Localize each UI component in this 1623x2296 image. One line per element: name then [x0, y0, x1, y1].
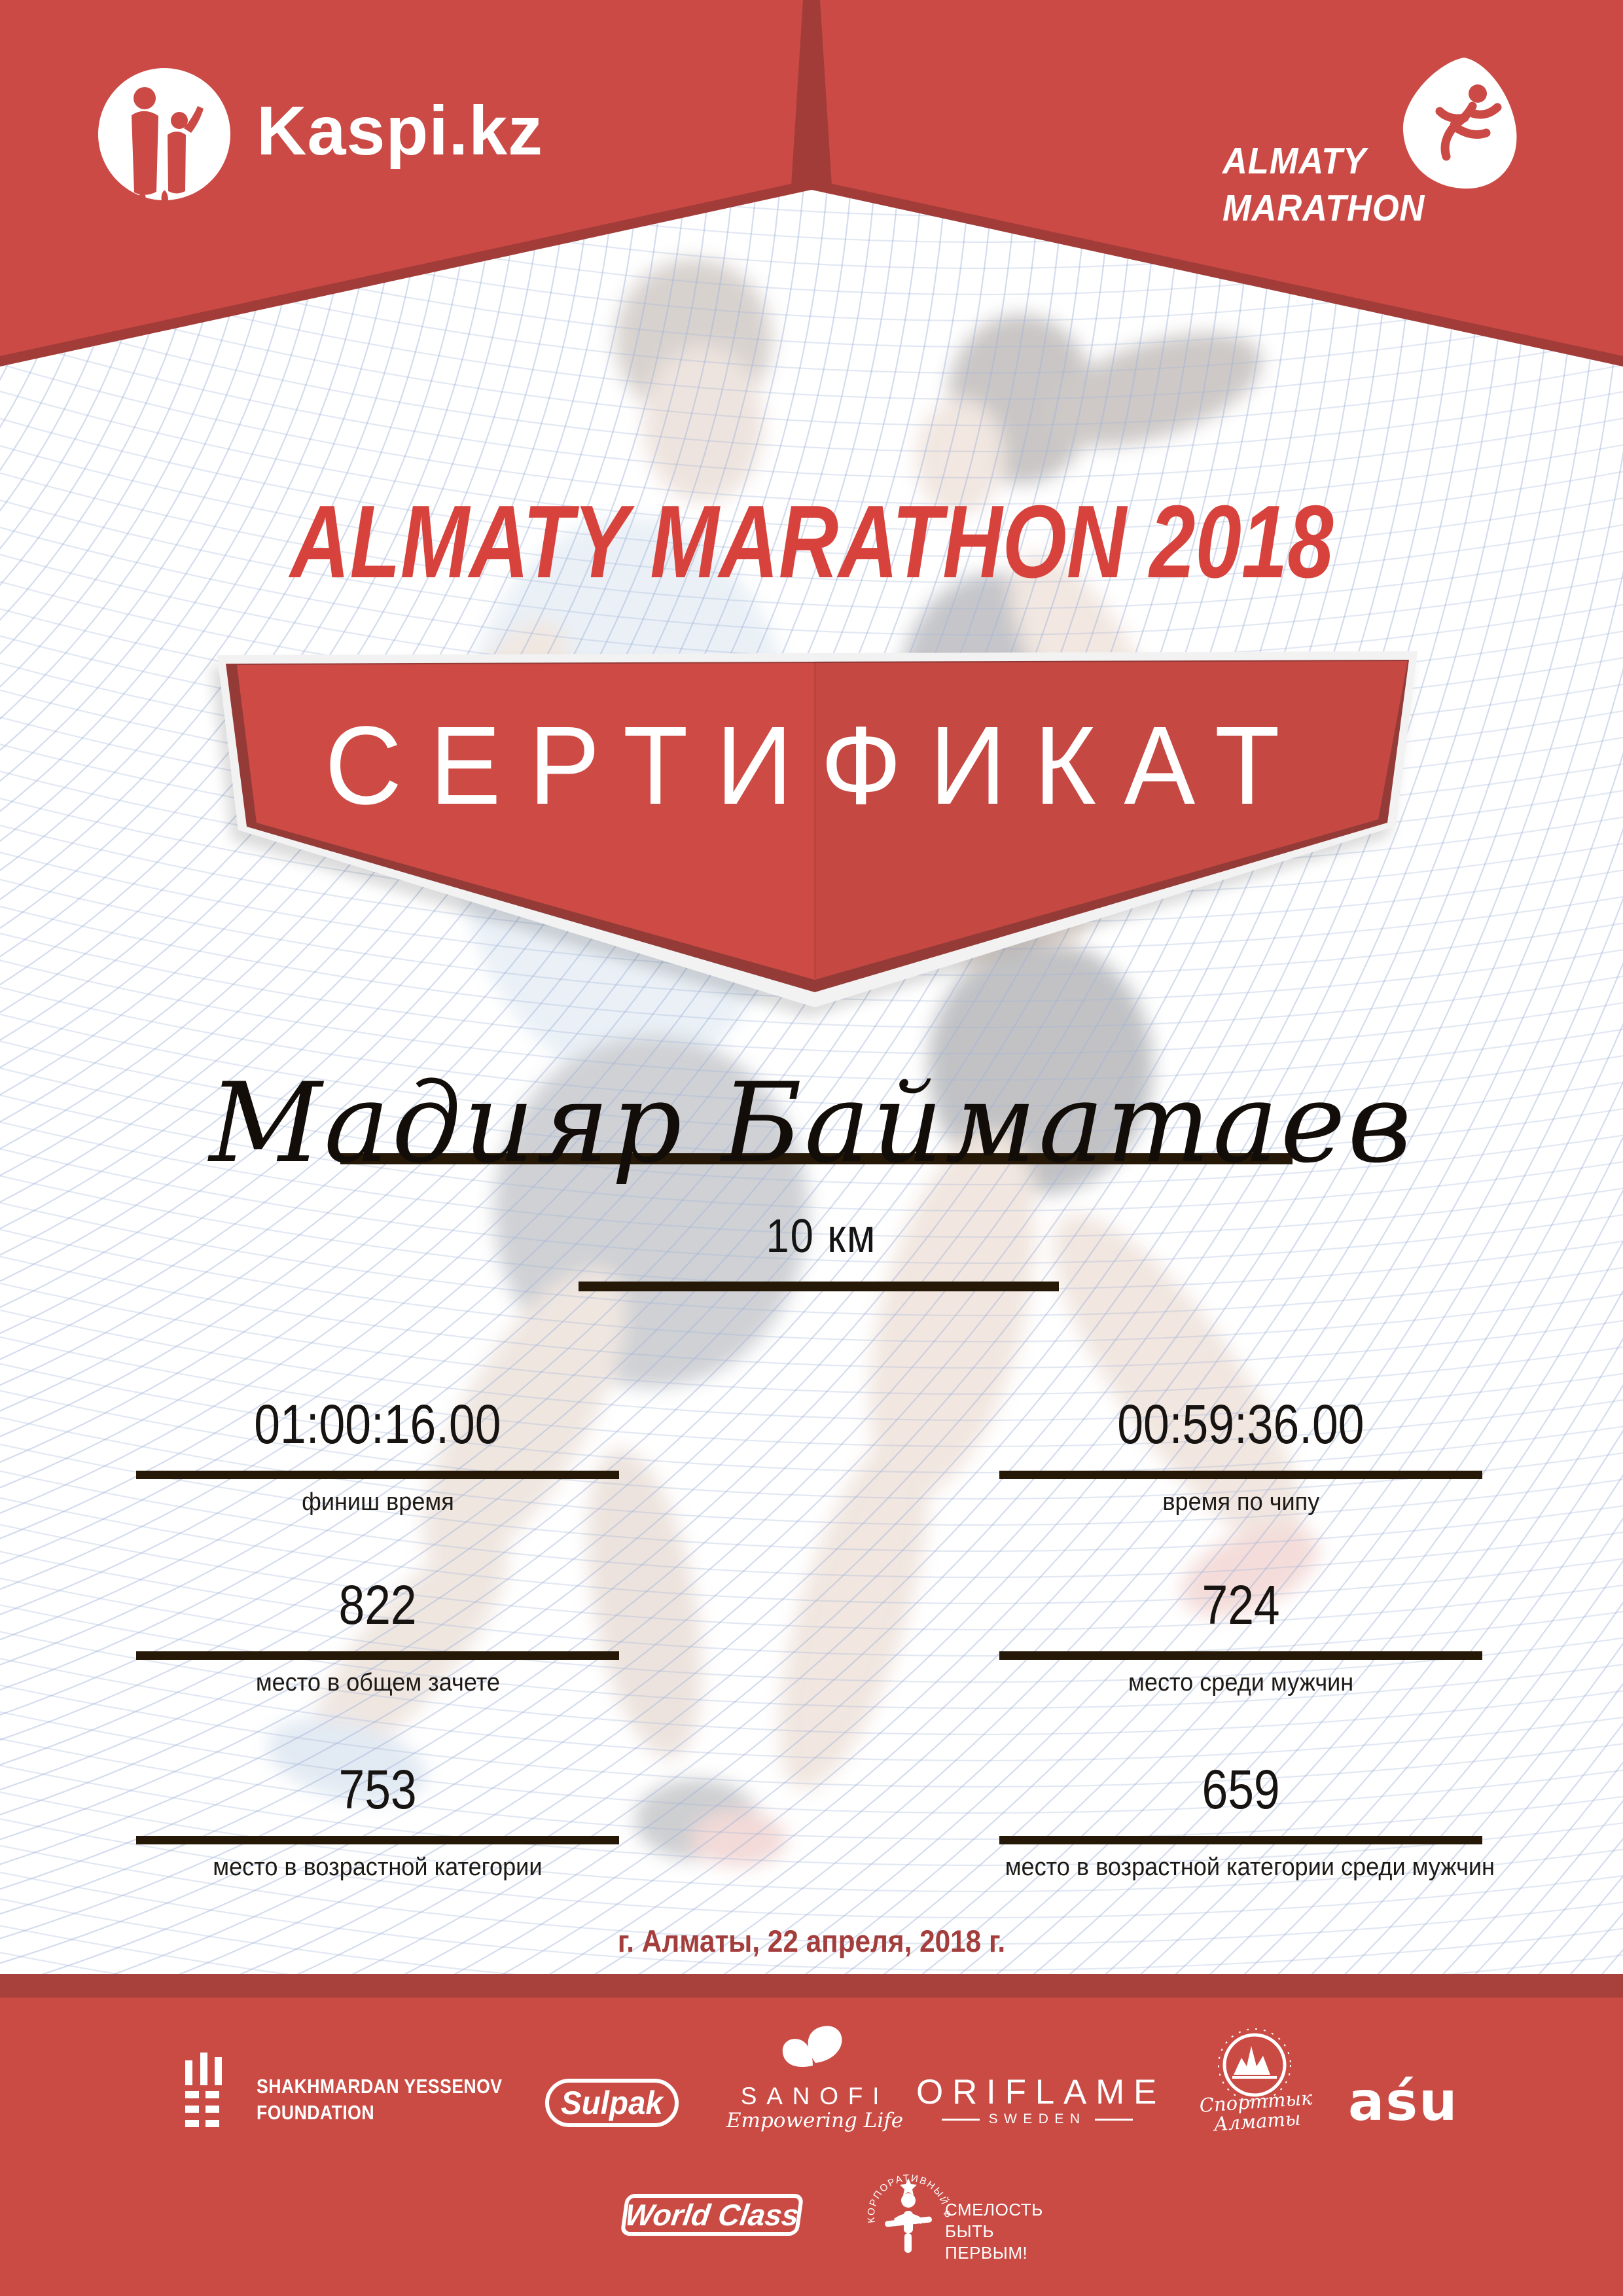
event-title: ALMATY MARATHON 2018	[289, 484, 1334, 600]
footer-logo-shapes: КОРПОРАТИВНЫЙ ФОНД	[0, 1998, 1291, 2253]
almaty-marathon-logo-line1: ALMATY	[1222, 140, 1367, 182]
runner-badge-icon	[1402, 58, 1517, 189]
stat-value: 753	[338, 1759, 417, 1820]
stat-value: 822	[338, 1574, 417, 1636]
stat-label: место в возрастной категории среди мужчи…	[1005, 1854, 1495, 1881]
stat-men-place: 724 место среди мужчин	[992, 1573, 1489, 1697]
stat-underline	[999, 1651, 1482, 1660]
stat-finish-time: 01:00:16.00 финиш время	[129, 1393, 626, 1516]
sponsor-world-class: World Class	[620, 2194, 804, 2236]
stat-age-men-place: 659 место в возрастной категории среди м…	[992, 1758, 1495, 1882]
stat-label: место в возрастной категории	[213, 1854, 543, 1881]
stat-label: время по чипу	[1162, 1488, 1319, 1516]
sponsor-oriflame: ORIFLAME	[916, 2073, 1166, 2111]
certificate-ribbon	[217, 651, 1418, 1007]
footer-accent-band	[0, 1974, 1623, 1998]
stat-value: 00:59:36.00	[1117, 1393, 1364, 1455]
certificate-heading: СЕРТИФИКАТ	[325, 704, 1308, 828]
kaspi-logo-text: Kaspi.kz	[257, 92, 544, 170]
sponsor-asu: aśu	[1348, 2071, 1459, 2133]
sponsor-fond-motto: СМЕЛОСТЬ БЫТЬ ПЕРВЫМ!	[945, 2200, 1043, 2263]
stat-age-place: 753 место в возрастной категории	[129, 1758, 626, 1882]
stat-underline	[136, 1836, 619, 1844]
participant-name: Мадияр Байматаев	[209, 1059, 1414, 1187]
stat-underline	[999, 1471, 1482, 1479]
sponsor-sanofi: SANOFI	[740, 2083, 889, 2109]
stat-label: финиш время	[301, 1488, 454, 1516]
distance-value: 10 км	[766, 1210, 877, 1263]
stat-underline	[999, 1836, 1482, 1844]
sponsor-sanofi-tagline: Empowering Life	[726, 2109, 904, 2132]
name-underline	[340, 1153, 1293, 1164]
kaspi-family-icon	[98, 68, 230, 203]
almaty-marathon-logo-line2: MARATHON	[1222, 187, 1425, 229]
sponsor-sulpak: Sulpak	[545, 2079, 679, 2127]
sanofi-bird-icon	[782, 2026, 842, 2067]
date-line: г. Алматы, 22 апреля, 2018 г.	[617, 1924, 1006, 1958]
stat-value: 724	[1202, 1574, 1280, 1636]
stat-label: место среди мужчин	[1128, 1669, 1354, 1696]
stat-overall-place: 822 место в общем зачете	[129, 1573, 626, 1697]
dash-left	[941, 2118, 980, 2121]
sponsor-oriflame-subline: SWEDEN	[916, 2111, 1158, 2127]
stat-value: 01:00:16.00	[254, 1393, 501, 1455]
yessenov-bars-icon	[185, 2053, 222, 2127]
stat-chip-time: 00:59:36.00 время по чипу	[992, 1393, 1489, 1516]
header-banner	[0, 0, 1623, 367]
stat-underline	[136, 1651, 619, 1660]
sponsor-yessenov: SHAKHMARDAN YESSENOV FOUNDATION	[257, 2075, 503, 2124]
stat-underline	[136, 1471, 619, 1479]
almaty-marathon-logo-text: ALMATY MARATHON	[1222, 137, 1442, 232]
stat-label: место в общем зачете	[255, 1669, 500, 1696]
sport-almaty-badge-icon	[1218, 2028, 1291, 2102]
distance-underline	[579, 1282, 1059, 1291]
stat-value: 659	[1202, 1759, 1280, 1820]
dash-right	[1095, 2118, 1133, 2121]
